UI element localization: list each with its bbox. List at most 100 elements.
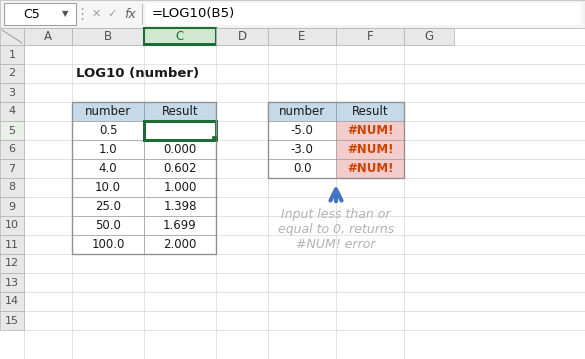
Bar (144, 121, 216, 140)
Text: 13: 13 (5, 278, 19, 288)
Text: 0.5: 0.5 (99, 124, 117, 137)
Bar (0, 45, 24, 64)
Text: 15: 15 (5, 316, 19, 326)
Bar (4, 3, 76, 25)
Text: 0.000: 0.000 (163, 143, 197, 156)
Bar (0, 197, 24, 216)
Text: 1: 1 (9, 50, 15, 60)
Text: A: A (44, 30, 52, 43)
Bar (72, 28, 144, 45)
Bar (0, 83, 24, 102)
Bar (0, 178, 24, 197)
Bar (24, 64, 585, 83)
Text: 0.602: 0.602 (163, 162, 197, 175)
Bar (0, 254, 24, 273)
Bar (268, 159, 336, 178)
Bar (336, 140, 404, 159)
Bar (144, 28, 216, 45)
Bar (24, 159, 585, 178)
Text: 3: 3 (9, 88, 15, 98)
Bar (72, 178, 144, 197)
Bar (268, 140, 336, 159)
Text: 10: 10 (5, 220, 19, 230)
Bar (144, 159, 216, 178)
Bar (72, 197, 144, 216)
Bar (72, 102, 144, 121)
Bar (336, 28, 404, 45)
Text: 25.0: 25.0 (95, 200, 121, 213)
Bar (24, 311, 585, 330)
Text: D: D (238, 30, 246, 43)
Text: 11: 11 (5, 239, 19, 250)
Bar (24, 235, 585, 254)
Bar (144, 140, 216, 159)
Bar (212, 136, 216, 140)
Text: -5.0: -5.0 (291, 124, 314, 137)
Bar (268, 121, 336, 140)
Text: #NUM!: #NUM! (347, 162, 393, 175)
Bar (0, 235, 24, 254)
Text: 12: 12 (5, 258, 19, 269)
Bar (72, 159, 144, 178)
Text: Result: Result (352, 105, 388, 118)
Bar (72, 235, 144, 254)
Text: 5: 5 (9, 126, 15, 135)
Text: number: number (85, 105, 131, 118)
Bar (0, 292, 24, 311)
Bar (24, 45, 585, 64)
Bar (0, 102, 24, 121)
Bar (336, 102, 404, 121)
Bar (268, 28, 336, 45)
Bar (24, 197, 585, 216)
Text: 8: 8 (8, 182, 16, 192)
Bar (336, 121, 404, 140)
Text: 6: 6 (9, 145, 15, 154)
Text: E: E (298, 30, 306, 43)
Text: number: number (279, 105, 325, 118)
Bar (0, 311, 24, 330)
Text: 9: 9 (8, 201, 16, 211)
Bar (72, 102, 216, 254)
Bar (216, 28, 268, 45)
Text: ✕: ✕ (91, 9, 101, 19)
Text: 4: 4 (8, 107, 16, 117)
Bar (24, 254, 585, 273)
Text: 1.398: 1.398 (163, 200, 197, 213)
Text: 1.699: 1.699 (163, 219, 197, 232)
Bar (24, 140, 585, 159)
Bar (24, 273, 585, 292)
Bar (144, 235, 216, 254)
Bar (24, 178, 585, 197)
Text: 7: 7 (8, 163, 16, 173)
Bar (72, 216, 144, 235)
Bar (24, 102, 585, 121)
Text: ✓: ✓ (107, 9, 116, 19)
Bar (24, 83, 585, 102)
Text: C: C (176, 30, 184, 43)
Text: 100.0: 100.0 (91, 238, 125, 251)
Text: -3.0: -3.0 (291, 143, 314, 156)
Text: 1.000: 1.000 (163, 181, 197, 194)
Bar (144, 102, 216, 121)
Bar (336, 159, 404, 178)
Bar (0, 216, 24, 235)
Bar (24, 292, 585, 311)
Bar (144, 197, 216, 216)
Text: G: G (425, 30, 433, 43)
Text: LOG10 (number): LOG10 (number) (76, 67, 199, 80)
Text: C5: C5 (23, 8, 40, 20)
Text: ⋮: ⋮ (74, 6, 90, 22)
Bar (0, 28, 24, 45)
Text: =LOG10(B5): =LOG10(B5) (152, 8, 235, 20)
Text: ▼: ▼ (61, 9, 68, 19)
Text: -0.301: -0.301 (161, 124, 199, 137)
Text: 14: 14 (5, 297, 19, 307)
Bar (0, 121, 24, 140)
Bar (0, 0, 585, 28)
Text: fx: fx (124, 8, 136, 20)
Bar (24, 28, 72, 45)
Bar (144, 178, 216, 197)
Bar (0, 273, 24, 292)
Text: Result: Result (161, 105, 198, 118)
Bar (0, 140, 24, 159)
